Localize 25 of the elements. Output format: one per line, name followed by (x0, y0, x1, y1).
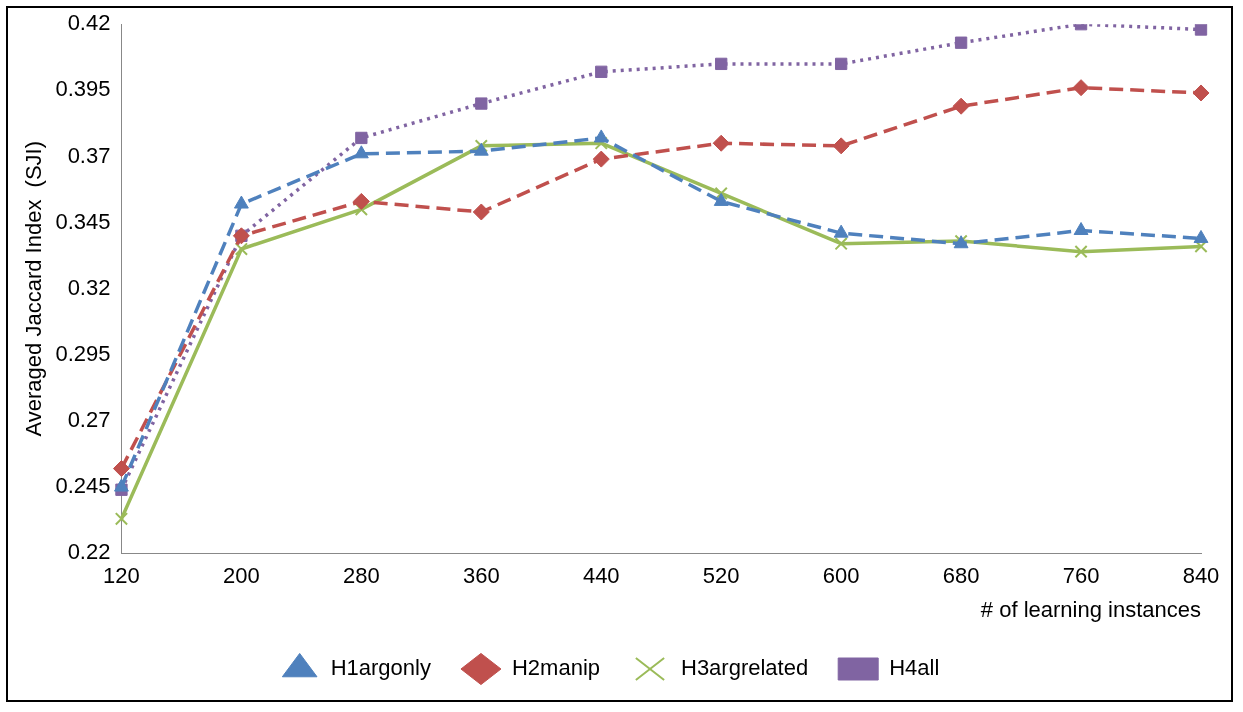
x-tick-label: 120 (103, 563, 140, 589)
x-tick-label: 440 (582, 563, 620, 589)
legend-label: H1argonly (330, 655, 431, 681)
legend-label: H2manip (511, 655, 600, 681)
x-tick-label: 760 (1062, 563, 1100, 589)
x-tick-label: 200 (223, 563, 260, 589)
y-tick-label: 0.395 (55, 76, 111, 102)
y-tick-label: 0.345 (55, 208, 111, 234)
y-tick-label: 0.22 (67, 539, 111, 565)
legend-label: H4all (889, 655, 940, 681)
x-tick-label: 280 (342, 563, 380, 589)
y-tick-label: 0.295 (55, 340, 111, 366)
y-tick-label: 0.32 (67, 274, 111, 300)
legend-label: H3argrelated (681, 655, 809, 681)
y-tick-label: 0.42 (67, 10, 111, 36)
y-tick-label: 0.27 (67, 407, 111, 433)
y-tick-label: 0.37 (67, 142, 111, 168)
x-tick-label: 360 (462, 563, 500, 589)
y-axis-title: Averaged Jaccard Index (SJI) (21, 140, 47, 437)
x-tick-label: 840 (1182, 563, 1220, 589)
x-axis-title: # of learning instances (980, 596, 1201, 622)
x-tick-label: 680 (942, 563, 980, 589)
y-tick-label: 0.245 (55, 473, 111, 499)
x-tick-label: 520 (702, 563, 740, 589)
x-tick-label: 600 (822, 563, 860, 589)
